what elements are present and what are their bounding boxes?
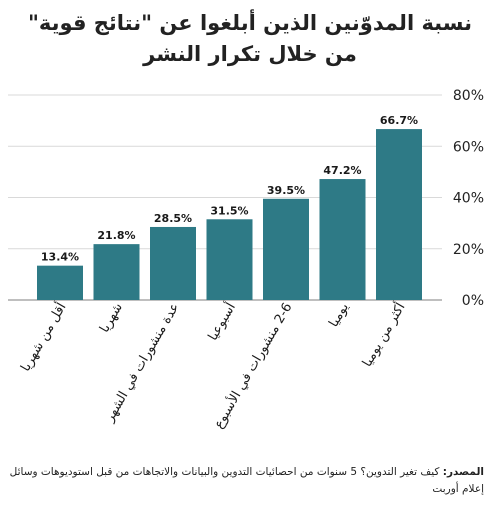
y-tick-label: 40% bbox=[453, 191, 484, 207]
category-label: أسبوعيا bbox=[204, 300, 239, 344]
bar-value-label: 13.4% bbox=[41, 251, 79, 264]
category-label: أكثر من يوميا bbox=[358, 300, 408, 370]
bar bbox=[263, 198, 309, 300]
y-tick-label: 80% bbox=[453, 88, 484, 104]
bar-value-label: 39.5% bbox=[267, 184, 305, 197]
bar bbox=[37, 265, 83, 300]
source-note: المصدر: كيف تغير التدوين؟ 5 سنوات من احص… bbox=[8, 464, 484, 498]
bar-value-label: 21.8% bbox=[97, 229, 135, 242]
value-labels: 13.4% 21.8% 28.5% 31.5% 39.5% 47.2% 66.7% bbox=[41, 114, 418, 264]
bar-value-label: 31.5% bbox=[210, 204, 248, 217]
y-tick-label: 20% bbox=[453, 242, 484, 258]
bar-value-label: 47.2% bbox=[323, 164, 361, 177]
category-label: شهريا bbox=[97, 301, 126, 336]
bar bbox=[206, 219, 253, 300]
category-label: أقل من شهريا bbox=[17, 300, 70, 375]
bars bbox=[37, 129, 422, 300]
bar bbox=[376, 129, 422, 300]
y-tick-label: 60% bbox=[453, 139, 484, 155]
y-tick-label: 0% bbox=[462, 293, 484, 309]
bar bbox=[93, 244, 140, 300]
y-tick-labels: 0% 20% 40% 60% 80% bbox=[453, 88, 484, 309]
bar-value-label: 28.5% bbox=[154, 212, 192, 225]
source-label: المصدر: bbox=[442, 466, 484, 478]
bar bbox=[150, 226, 196, 300]
chart-title: نسبة المدوّنين الذين أبلغوا عن "نتائج قو… bbox=[27, 11, 473, 66]
bar bbox=[319, 179, 366, 300]
source-text: كيف تغير التدوين؟ 5 سنوات من احصائيات ال… bbox=[9, 466, 484, 495]
category-label: يوميا bbox=[326, 300, 352, 330]
bar-value-label: 66.7% bbox=[380, 114, 418, 127]
bar-chart: 13.4% 21.8% 28.5% 31.5% 39.5% 47.2% 66.7% 0% 20… bbox=[8, 88, 484, 432]
